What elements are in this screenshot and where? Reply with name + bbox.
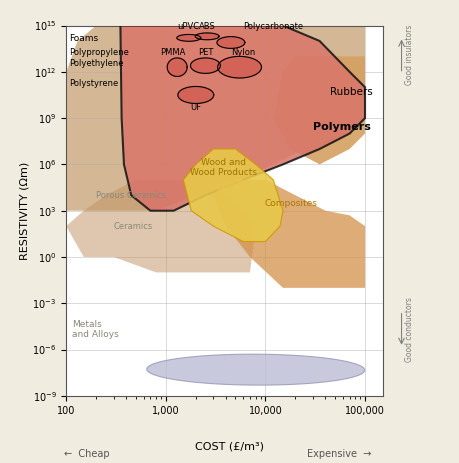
Polygon shape [213,180,365,288]
Text: Good conductors: Good conductors [405,297,414,362]
Polygon shape [217,37,245,48]
Text: Expensive  →: Expensive → [308,449,372,459]
Text: Porous Ceramics: Porous Ceramics [96,191,166,200]
Polygon shape [66,180,256,272]
Text: Ceramics: Ceramics [114,222,153,231]
Polygon shape [177,34,201,41]
Text: Polycarbonate: Polycarbonate [243,22,303,31]
Polygon shape [120,25,365,211]
Polygon shape [183,149,283,242]
Text: Nylon: Nylon [231,48,256,57]
Polygon shape [195,33,219,40]
Text: Polypropylene: Polypropylene [70,48,129,57]
Text: Polyethylene: Polyethylene [70,59,124,68]
Polygon shape [218,56,262,78]
Y-axis label: RESISTIVITY (Ωm): RESISTIVITY (Ωm) [20,162,29,260]
Text: COST (£/m³): COST (£/m³) [195,441,264,451]
Text: Composites: Composites [264,199,317,208]
Polygon shape [167,58,187,76]
Text: PET: PET [198,48,213,57]
Text: Polystyrene: Polystyrene [70,79,119,88]
Text: ←  Cheap: ← Cheap [64,449,110,459]
Text: Rubbers: Rubbers [330,87,373,97]
Polygon shape [273,56,365,164]
Polygon shape [178,87,214,103]
Text: PMMA: PMMA [160,48,185,57]
Text: Good insulators: Good insulators [405,25,414,85]
Text: Foams: Foams [70,34,99,43]
Text: ABS: ABS [199,22,216,31]
Polygon shape [66,25,365,211]
Text: uPVC: uPVC [178,22,200,31]
Text: UF: UF [190,103,202,113]
Text: Wood and
Wood Products: Wood and Wood Products [190,158,257,177]
Polygon shape [190,58,220,73]
Polygon shape [147,354,365,385]
Text: Polymers: Polymers [313,122,371,132]
Text: Metals
and Alloys: Metals and Alloys [72,320,119,339]
